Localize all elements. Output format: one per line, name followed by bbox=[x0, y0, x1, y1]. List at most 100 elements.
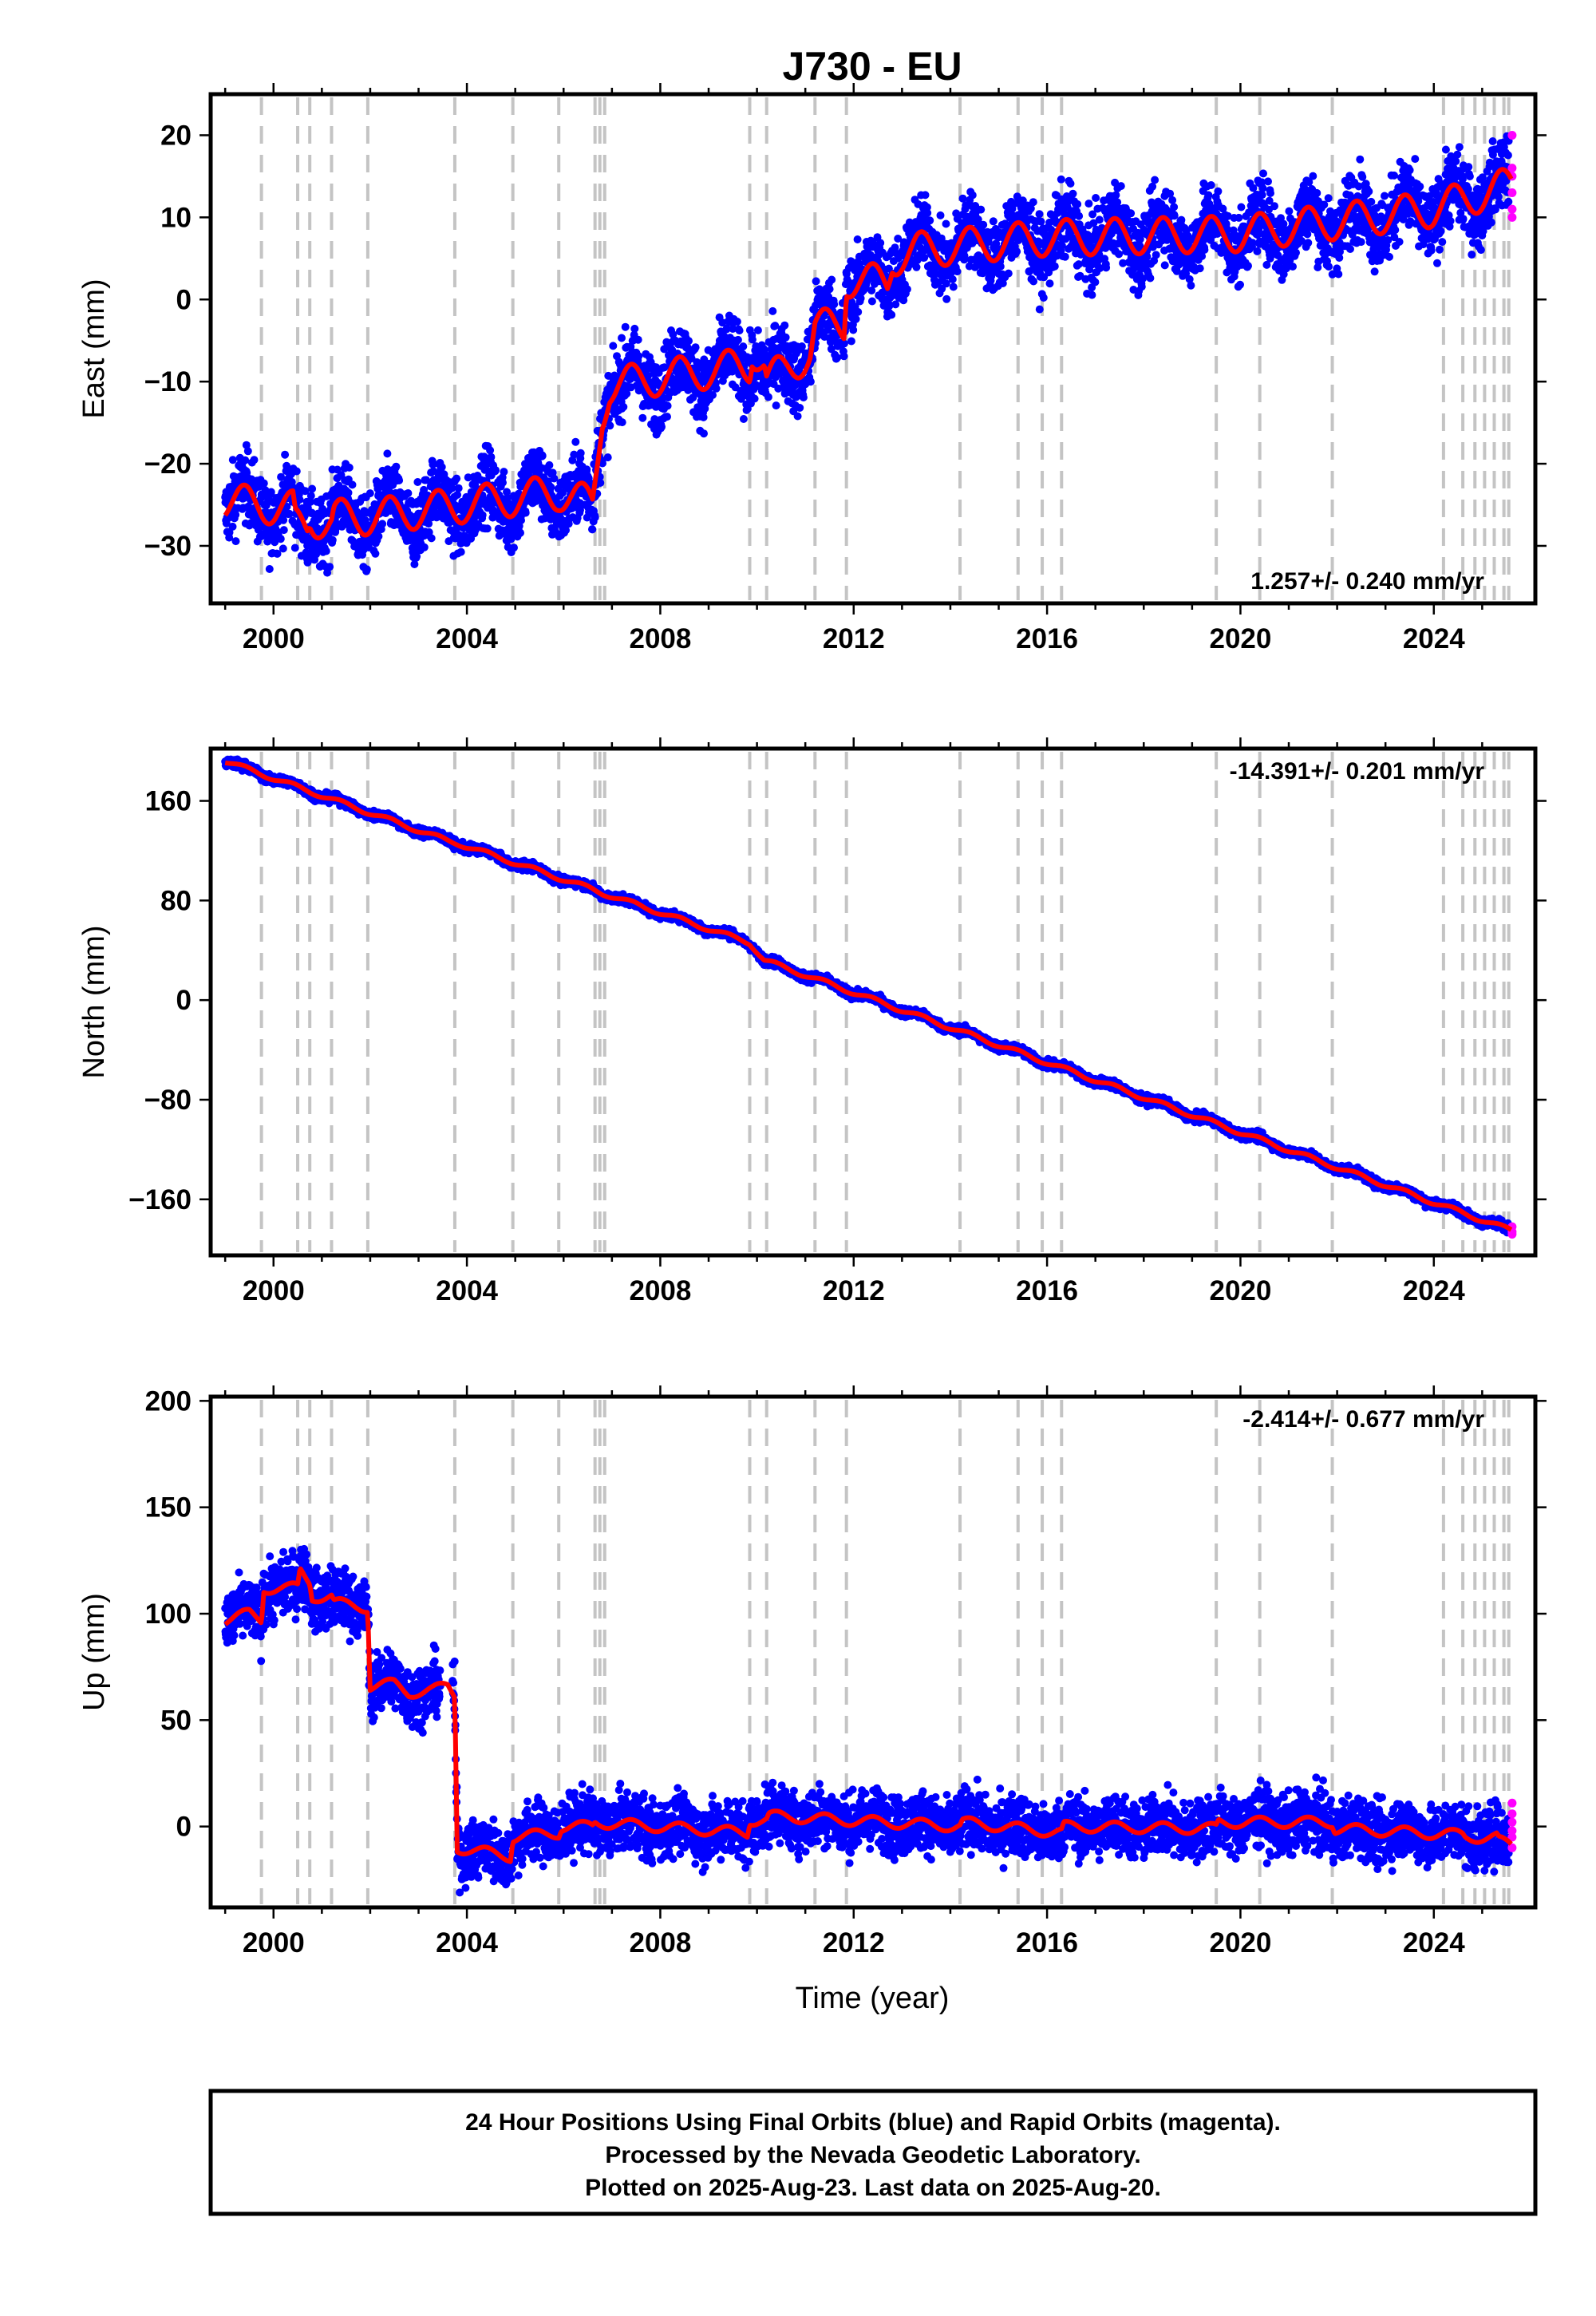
east-point bbox=[630, 324, 639, 333]
east-point bbox=[1029, 277, 1038, 286]
east-point bbox=[282, 461, 291, 470]
east-point bbox=[285, 509, 294, 518]
east-point bbox=[1143, 252, 1152, 261]
east-point bbox=[618, 334, 626, 342]
east-point bbox=[619, 402, 628, 411]
east-point bbox=[1416, 182, 1424, 191]
east-point bbox=[936, 211, 945, 219]
east-point bbox=[281, 450, 290, 459]
east-point bbox=[1088, 290, 1096, 299]
east-point bbox=[1465, 172, 1474, 180]
east-point bbox=[839, 352, 848, 361]
east-point bbox=[452, 474, 461, 483]
east-point bbox=[849, 326, 858, 334]
east-point bbox=[847, 337, 855, 346]
east-point bbox=[231, 537, 240, 546]
east-point bbox=[371, 549, 380, 558]
east-point bbox=[1504, 197, 1513, 206]
east-point bbox=[1137, 283, 1146, 291]
east-point bbox=[1433, 259, 1441, 267]
figure-title: J730 - EU bbox=[782, 44, 962, 89]
east-point bbox=[454, 484, 463, 492]
east-point bbox=[517, 516, 525, 524]
east-point bbox=[1035, 210, 1044, 219]
east-point bbox=[290, 543, 299, 552]
east-point bbox=[750, 394, 759, 403]
east-x-tick-label-2000: 2000 bbox=[243, 623, 305, 654]
east-point bbox=[306, 492, 315, 500]
east-point bbox=[1115, 250, 1124, 259]
east-point bbox=[404, 489, 413, 497]
east-point bbox=[851, 314, 860, 323]
east-point bbox=[739, 342, 748, 351]
east-point bbox=[1258, 184, 1267, 192]
east-point bbox=[1438, 238, 1447, 247]
east-point bbox=[953, 267, 962, 276]
east-point bbox=[1503, 151, 1512, 160]
east-point bbox=[510, 543, 518, 552]
east-point bbox=[392, 462, 401, 471]
east-point bbox=[1313, 188, 1321, 197]
east-point bbox=[609, 342, 618, 350]
east-point bbox=[486, 446, 495, 455]
east-point bbox=[1266, 189, 1274, 197]
east-point bbox=[948, 275, 957, 283]
east-point bbox=[1207, 181, 1215, 189]
east-point bbox=[1069, 189, 1077, 198]
east-point bbox=[1427, 246, 1436, 255]
east-point bbox=[1066, 180, 1075, 188]
east-scatter-points bbox=[221, 131, 1517, 577]
east-point bbox=[853, 235, 862, 243]
east-point bbox=[1446, 216, 1455, 225]
east-point bbox=[1455, 143, 1464, 152]
east-point bbox=[1146, 274, 1155, 283]
east-point bbox=[618, 418, 626, 427]
east-point bbox=[328, 536, 337, 544]
east-point bbox=[825, 285, 834, 294]
east-point bbox=[1152, 251, 1160, 259]
east-point bbox=[854, 307, 863, 316]
east-point bbox=[1091, 278, 1100, 287]
east-point bbox=[1357, 238, 1365, 247]
east-point bbox=[996, 262, 1005, 271]
east-point bbox=[1436, 227, 1445, 235]
east-point bbox=[362, 565, 371, 574]
east-point bbox=[1458, 175, 1467, 184]
east-point bbox=[1170, 203, 1179, 211]
east-point bbox=[1004, 269, 1013, 278]
east-point bbox=[764, 393, 772, 401]
east-point bbox=[1237, 203, 1246, 211]
east-point bbox=[448, 484, 456, 492]
east-rate-label: 1.257+/- 0.240 mm/yr bbox=[1250, 568, 1484, 595]
east-point bbox=[1204, 191, 1213, 200]
east-point bbox=[1037, 217, 1045, 226]
east-point bbox=[292, 467, 301, 476]
east-point bbox=[267, 488, 275, 496]
east-point bbox=[753, 326, 762, 334]
east-point bbox=[887, 310, 896, 319]
east-point bbox=[1195, 264, 1204, 273]
east-point bbox=[1459, 215, 1468, 223]
east-point bbox=[1127, 209, 1136, 218]
east-point bbox=[1464, 184, 1472, 193]
east-point bbox=[1035, 305, 1044, 314]
east-y-tick-label: −20 bbox=[144, 449, 192, 480]
east-point bbox=[1253, 247, 1262, 255]
east-point bbox=[383, 449, 392, 458]
east-point bbox=[733, 335, 742, 344]
east-point bbox=[923, 208, 932, 217]
east-point bbox=[968, 191, 977, 200]
east-point bbox=[547, 483, 555, 492]
east-point bbox=[259, 479, 268, 488]
east-point bbox=[1160, 261, 1169, 270]
east-x-tick-label-2024: 2024 bbox=[1403, 623, 1465, 654]
east-point bbox=[772, 401, 780, 410]
east-rapid-point-4 bbox=[1507, 204, 1517, 214]
east-point bbox=[1365, 187, 1373, 196]
east-point bbox=[1358, 172, 1367, 181]
east-point bbox=[1411, 155, 1420, 164]
east-point bbox=[1168, 196, 1177, 204]
east-point bbox=[1468, 251, 1476, 259]
east-point bbox=[1084, 200, 1093, 208]
